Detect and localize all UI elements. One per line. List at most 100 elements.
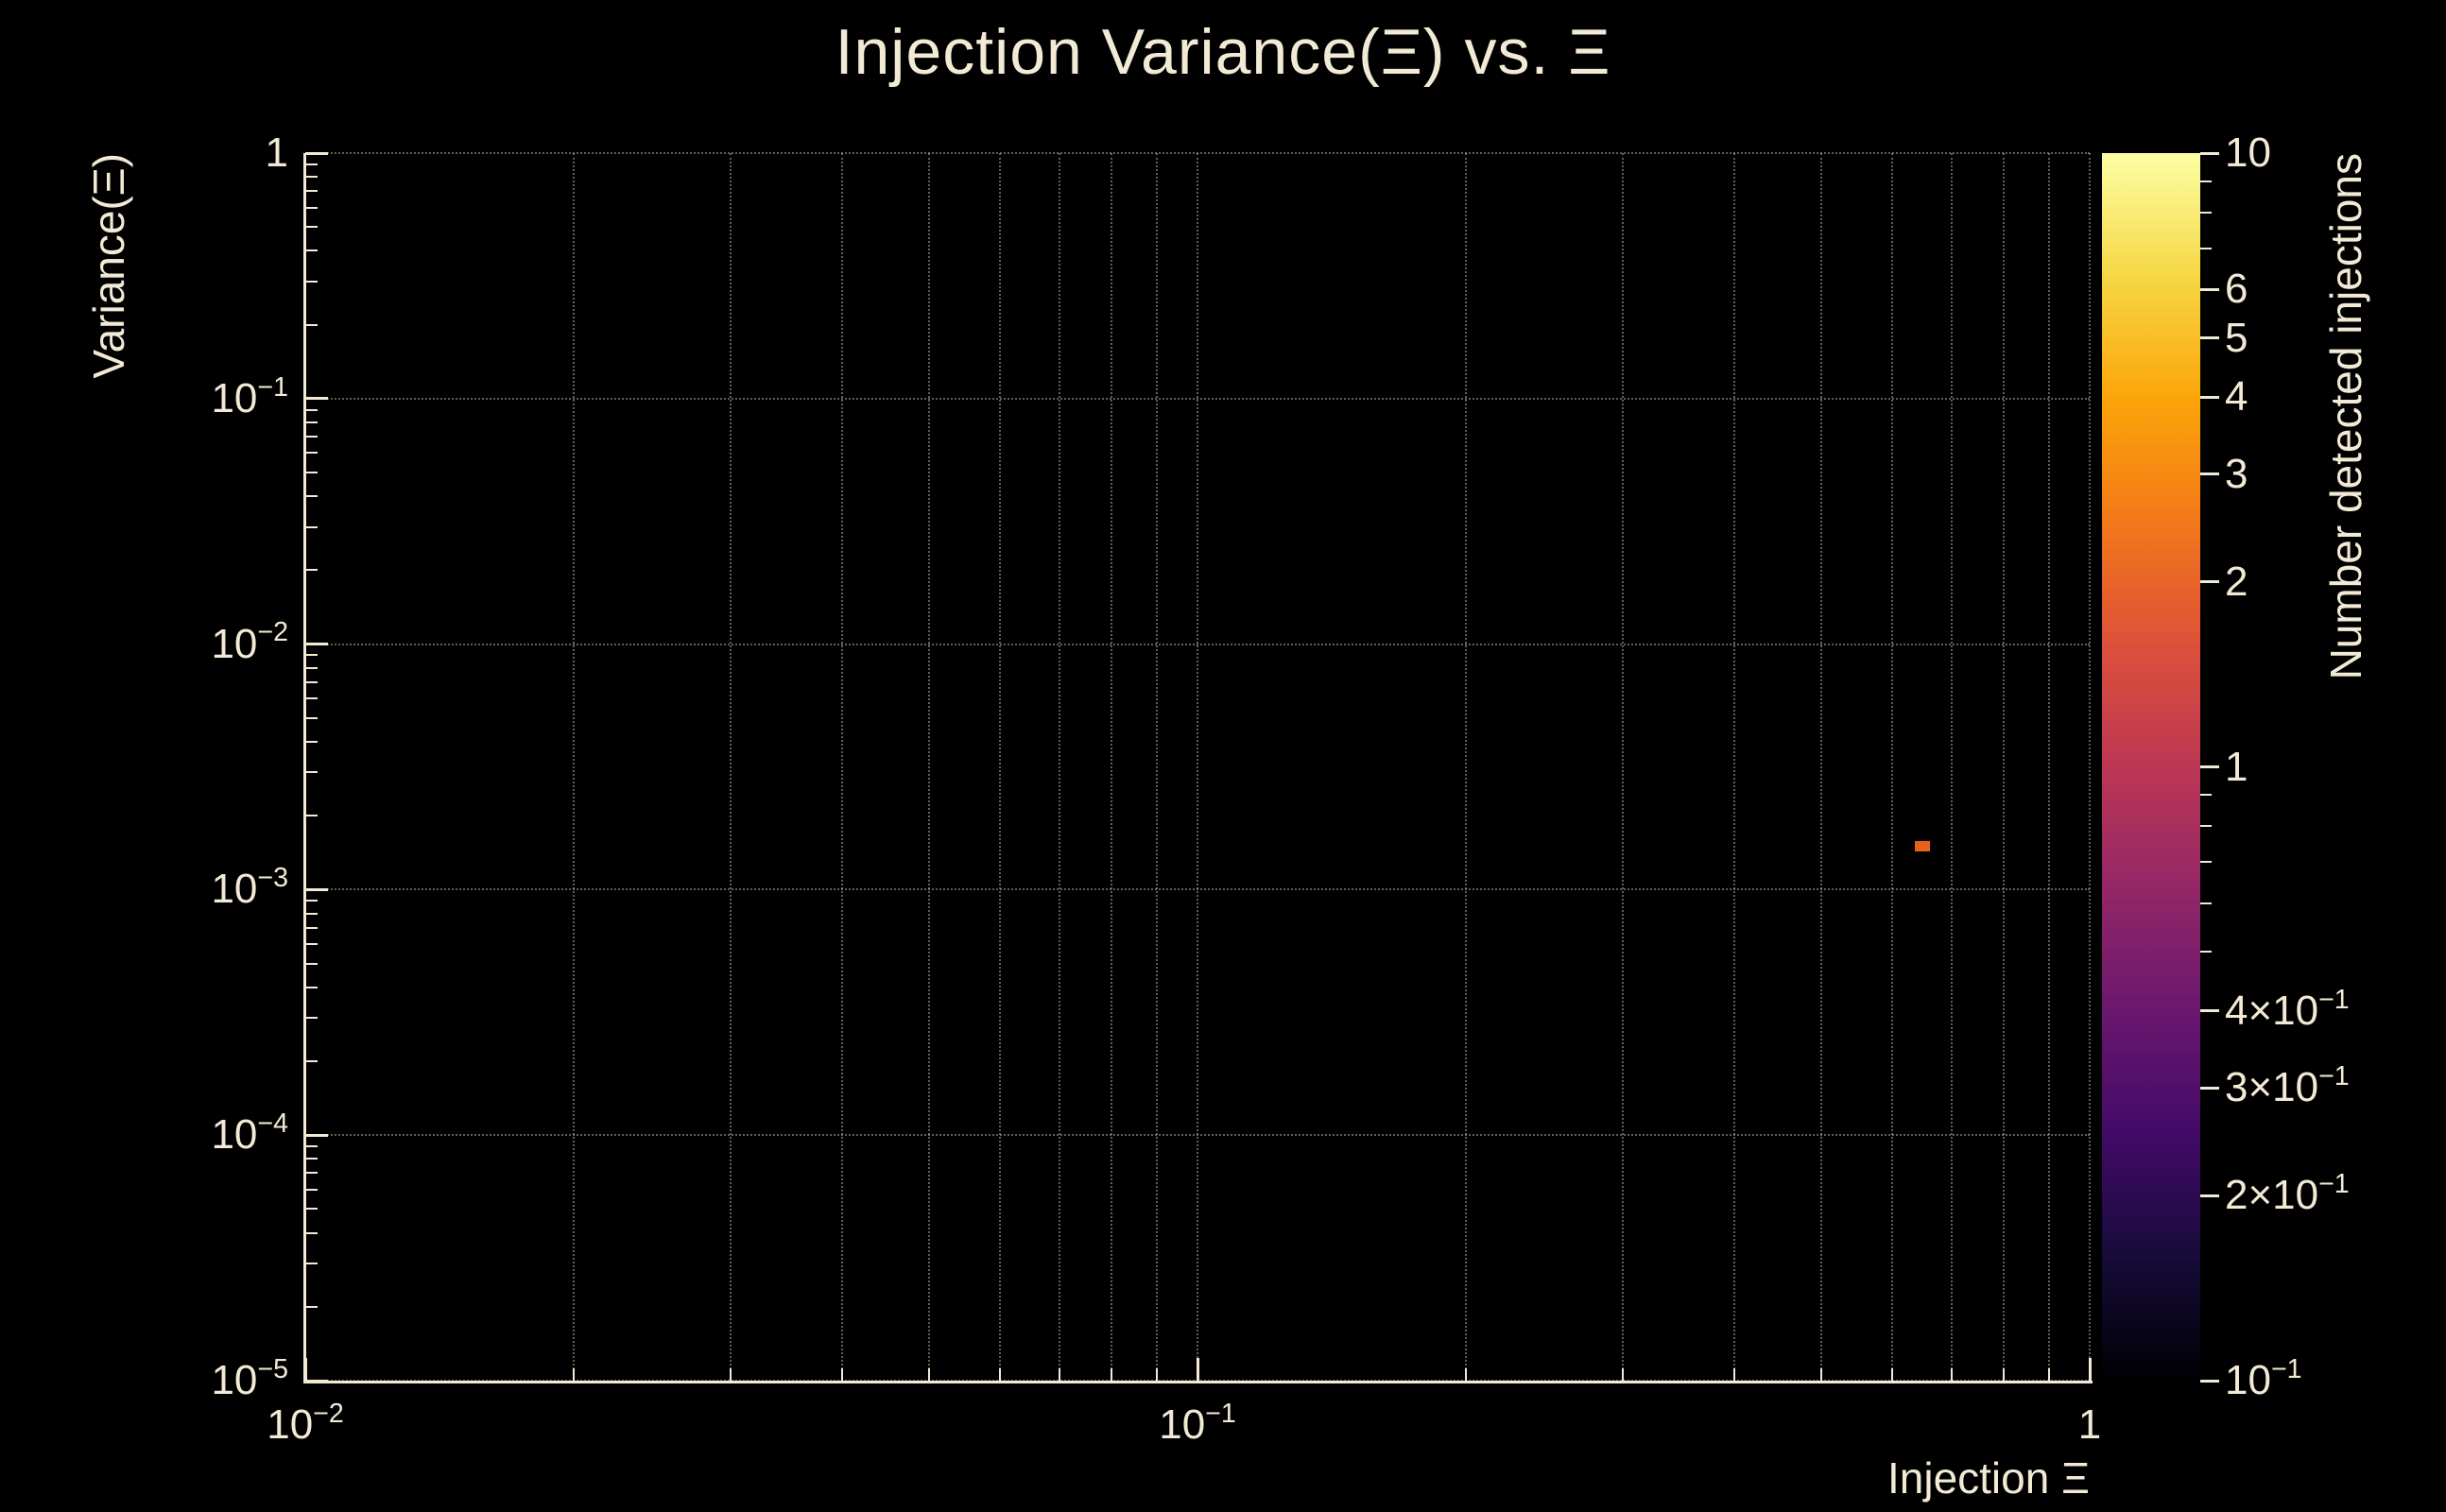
gridline-vertical-minor	[730, 153, 732, 1381]
tick-exponent: −4	[257, 1108, 288, 1140]
y-axis-minor-tick	[305, 226, 318, 229]
gridline-vertical-minor	[841, 153, 844, 1381]
tick-text: 2×10	[2225, 1172, 2319, 1219]
y-axis-minor-tick	[305, 452, 318, 455]
tick-exponent: −2	[313, 1398, 344, 1429]
y-axis-tick-label: 10−4	[104, 1107, 288, 1163]
colorbar-minor-tick	[2200, 902, 2212, 904]
y-axis-minor-tick	[305, 280, 318, 283]
y-axis-minor-tick	[305, 206, 318, 209]
x-axis-title: Injection Ξ	[1886, 1453, 2090, 1503]
y-axis-minor-tick	[305, 740, 318, 743]
tick-exponent: −1	[2318, 1169, 2350, 1200]
gridline-horizontal-major	[305, 1134, 2090, 1137]
y-axis-minor-tick	[305, 408, 318, 411]
tick-text: 10	[211, 866, 258, 913]
x-axis-minor-tick	[927, 1368, 930, 1381]
colorbar-tick-label: 5	[2225, 310, 2446, 367]
tick-exponent: −5	[257, 1353, 288, 1384]
gridline-vertical-minor	[2002, 153, 2005, 1381]
tick-text: 4×10	[2225, 987, 2319, 1034]
y-axis-minor-tick	[305, 249, 318, 252]
colorbar-minor-tick	[2200, 180, 2212, 182]
y-axis-minor-tick	[305, 525, 318, 528]
gridline-vertical-minor	[1950, 153, 1953, 1381]
y-axis-minor-tick	[305, 962, 318, 965]
x-axis-minor-tick	[2002, 1368, 2005, 1381]
y-axis-minor-tick	[305, 1263, 318, 1265]
gridline-vertical-minor	[1622, 153, 1625, 1381]
y-axis-major-tick	[305, 151, 328, 155]
gridline-vertical-minor	[1465, 153, 1468, 1381]
x-axis-minor-tick	[573, 1368, 576, 1381]
tick-text: 10	[211, 620, 258, 667]
colorbar-major-tick	[2200, 472, 2219, 476]
x-axis-major-tick	[1196, 1358, 1199, 1381]
colorbar-tick-label: 2	[2225, 554, 2446, 610]
tick-exponent: −2	[257, 617, 288, 648]
y-axis-minor-tick	[305, 666, 318, 669]
gridline-vertical-minor	[1110, 153, 1112, 1381]
tick-text: 6	[2225, 266, 2248, 313]
y-axis-minor-tick	[305, 900, 318, 902]
chart-title: Injection Variance(Ξ) vs. Ξ	[835, 16, 1611, 88]
colorbar-tick-label: 10	[2225, 125, 2446, 181]
y-axis-tick-label: 10−5	[104, 1352, 288, 1409]
colorbar-minor-tick	[2200, 825, 2212, 828]
y-axis-minor-tick	[305, 163, 318, 165]
gridline-vertical-minor	[927, 153, 930, 1381]
y-axis-tick-label: 10−3	[104, 861, 288, 918]
colorbar-major-tick	[2200, 1009, 2219, 1013]
x-axis-line	[303, 1381, 2093, 1383]
gridline-vertical-minor	[2047, 153, 2050, 1381]
colorbar-tick-label: 4	[2225, 369, 2446, 425]
y-axis-minor-tick	[305, 1158, 318, 1160]
tick-text: 10	[211, 374, 258, 421]
tick-exponent: −1	[2318, 1060, 2350, 1091]
y-axis-minor-tick	[305, 176, 318, 179]
x-axis-minor-tick	[730, 1368, 732, 1381]
tick-exponent: −1	[2318, 984, 2350, 1015]
y-axis-minor-tick	[305, 1172, 318, 1175]
y-axis-major-tick	[305, 397, 328, 401]
colorbar-major-tick	[2200, 1379, 2219, 1383]
gridline-vertical-minor	[1819, 153, 1822, 1381]
tick-text: 4	[2225, 373, 2248, 421]
colorbar-tick-label: 10−1	[2225, 1352, 2446, 1409]
gridline-vertical-major	[2089, 153, 2091, 1381]
y-axis-minor-tick	[305, 771, 318, 774]
x-axis-tick-label: 1	[1976, 1397, 2203, 1453]
y-axis-minor-tick	[305, 986, 318, 988]
x-axis-minor-tick	[1950, 1368, 1953, 1381]
gridline-vertical-minor	[1058, 153, 1060, 1381]
tick-exponent: −1	[2270, 1353, 2302, 1384]
y-axis-line	[303, 153, 306, 1383]
colorbar-title: Number detected injections	[2321, 153, 2370, 680]
x-axis-minor-tick	[998, 1368, 1001, 1381]
tick-text: 10	[2225, 1357, 2271, 1403]
y-axis-minor-tick	[305, 1305, 318, 1308]
gridline-vertical-minor	[998, 153, 1001, 1381]
y-axis-minor-tick	[305, 716, 318, 719]
x-axis-minor-tick	[1155, 1368, 1158, 1381]
colorbar-major-tick	[2200, 580, 2219, 584]
y-axis-minor-tick	[305, 1059, 318, 1062]
tick-text: 10	[1159, 1401, 1206, 1448]
gridline-horizontal-major	[305, 397, 2090, 400]
gridline-vertical-minor	[573, 153, 576, 1381]
colorbar-tick-label: 6	[2225, 261, 2446, 318]
colorbar-major-tick	[2200, 765, 2219, 768]
tick-text: 10	[2225, 129, 2271, 176]
y-axis-minor-tick	[305, 943, 318, 946]
tick-text: 10	[211, 1111, 258, 1159]
x-axis-minor-tick	[1819, 1368, 1822, 1381]
tick-exponent: −3	[257, 863, 288, 894]
colorbar-tick-label: 3×10−1	[2225, 1059, 2446, 1116]
y-axis-minor-tick	[305, 697, 318, 700]
colorbar-tick-label: 2×10−1	[2225, 1167, 2446, 1224]
y-axis-minor-tick	[305, 1017, 318, 1020]
gridline-horizontal-major	[305, 152, 2090, 154]
tick-text: 5	[2225, 314, 2248, 361]
gridline-horizontal-major	[305, 643, 2090, 645]
